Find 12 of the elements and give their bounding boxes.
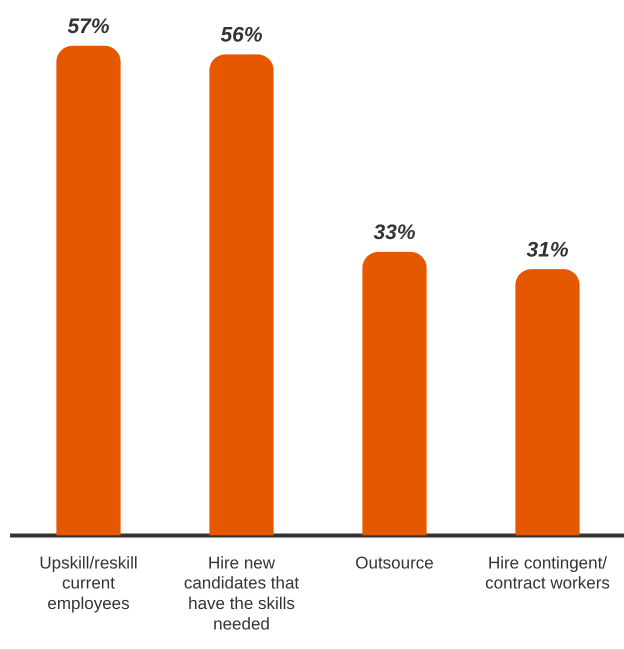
bar xyxy=(362,252,427,536)
x-tick-label: Hire contingent/ contract workers xyxy=(485,553,610,593)
x-tick-label: Outsource xyxy=(355,553,434,572)
data-label: 57% xyxy=(67,15,110,38)
data-label: 31% xyxy=(526,238,569,262)
data-label: 56% xyxy=(220,24,263,47)
data-label: 33% xyxy=(373,221,416,244)
x-tick-label: Hire new candidates that have the skills needed xyxy=(184,553,300,634)
x-tick-label: Upskill/reskill current employees xyxy=(39,553,138,614)
bar xyxy=(209,54,274,536)
bar xyxy=(515,269,580,536)
bar xyxy=(56,46,121,536)
